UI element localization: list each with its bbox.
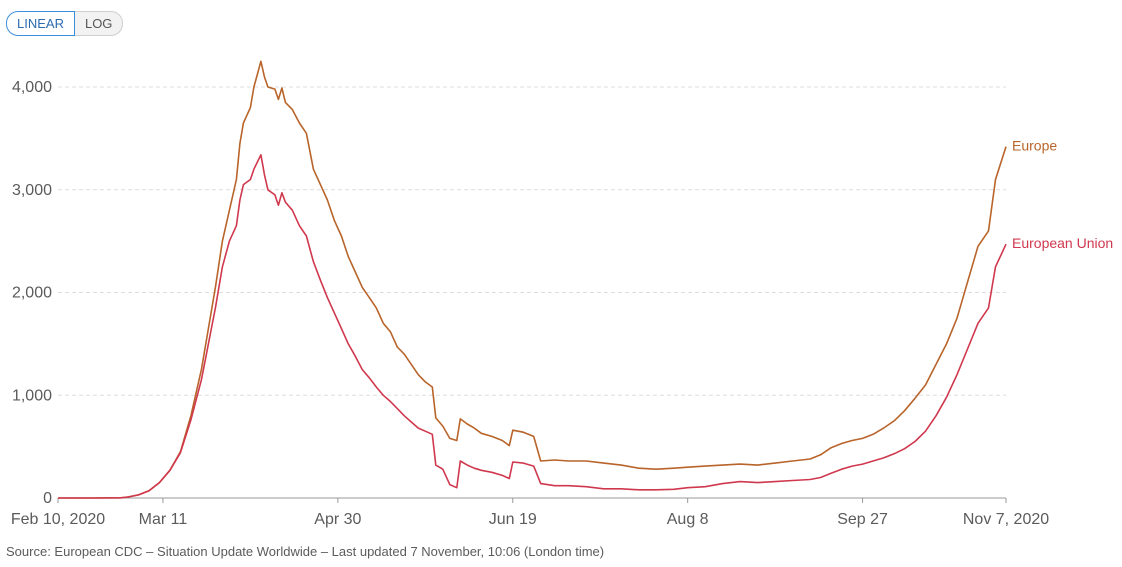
x-tick-label: Jun 19 bbox=[489, 511, 537, 528]
log-scale-button[interactable]: LOG bbox=[74, 11, 124, 36]
series-label-european-union: European Union bbox=[1012, 235, 1113, 251]
x-tick-label: Aug 8 bbox=[667, 511, 709, 528]
y-tick-label: 1,000 bbox=[12, 387, 52, 404]
series-labels: Europe European Union bbox=[1012, 138, 1113, 252]
series-line-european-union bbox=[58, 154, 1007, 499]
linear-scale-button[interactable]: LINEAR bbox=[6, 11, 75, 36]
x-tick-label: Sep 27 bbox=[837, 511, 888, 528]
scale-toggle: LINEAR LOG bbox=[6, 11, 124, 36]
y-tick-label: 2,000 bbox=[12, 285, 52, 302]
source-note: Source: European CDC – Situation Update … bbox=[6, 544, 605, 559]
y-tick-label: 0 bbox=[43, 490, 52, 507]
x-tick-label: Nov 7, 2020 bbox=[963, 511, 1049, 528]
y-tick-label: 3,000 bbox=[12, 182, 52, 199]
series-line-europe bbox=[58, 60, 1007, 499]
x-tick-label: Feb 10, 2020 bbox=[11, 511, 105, 528]
series-lines bbox=[58, 60, 1007, 499]
y-tick-label: 4,000 bbox=[12, 79, 52, 96]
x-tick-label: Apr 30 bbox=[314, 511, 361, 528]
y-axis-ticks: 0 1,000 2,000 3,000 4,000 bbox=[12, 79, 52, 507]
series-label-europe: Europe bbox=[1012, 138, 1057, 154]
x-tick-label: Mar 11 bbox=[139, 511, 188, 528]
line-chart: 0 1,000 2,000 3,000 4,000 Feb 10, 2020 Mar 11… bbox=[11, 60, 1113, 528]
gridlines bbox=[58, 86, 1006, 396]
x-axis: Feb 10, 2020 Mar 11 Apr 30 Jun 19 Aug 8 Sep 2… bbox=[11, 497, 1049, 528]
